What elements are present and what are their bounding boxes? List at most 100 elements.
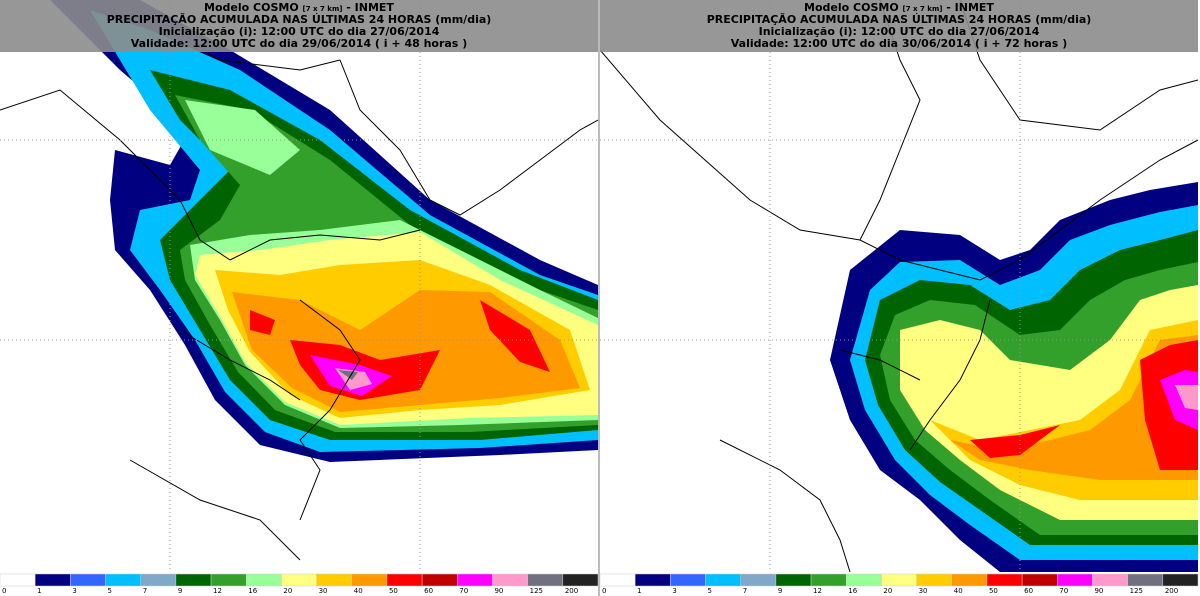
legend-swatch (492, 573, 528, 587)
legend-swatch (386, 573, 423, 587)
legend-label: 50 (389, 587, 398, 595)
legend-swatch (105, 573, 141, 587)
header-model: Modelo COSMO [7 x 7 km] - INMET (204, 1, 394, 14)
precipitation-area (1175, 385, 1198, 410)
legend-label: 12 (813, 587, 822, 595)
legend-label: 40 (354, 587, 363, 595)
legend-label: 16 (248, 587, 257, 595)
legend-label: 70 (1059, 587, 1068, 595)
legend-label: 40 (954, 587, 963, 595)
legend-label: 125 (530, 587, 543, 595)
legend-swatch (316, 573, 353, 587)
legend-swatch (775, 573, 812, 587)
legend-swatch (351, 573, 388, 587)
legend-label: 125 (1130, 587, 1143, 595)
resolution: [7 x 7 km] (903, 5, 943, 13)
border-line (0, 89, 231, 261)
legend-swatch (421, 573, 458, 587)
legend-label: 70 (459, 587, 468, 595)
legend-label: 200 (1165, 587, 1178, 595)
legend-label: 1 (637, 587, 641, 595)
legend-label: 9 (778, 587, 782, 595)
precipitation-area (970, 425, 1060, 458)
legend-swatch (1057, 573, 1093, 587)
legend-swatch (562, 573, 599, 587)
border-line (339, 59, 598, 216)
legend-label: 50 (989, 587, 998, 595)
legend-label: 200 (565, 587, 578, 595)
legend-label: 20 (283, 587, 292, 595)
source: - INMET (346, 1, 394, 14)
legend-label: 30 (919, 587, 928, 595)
panel-divider (598, 0, 600, 596)
legend-label: 16 (848, 587, 857, 595)
resolution: [7 x 7 km] (303, 5, 343, 13)
legend-label: 7 (143, 587, 147, 595)
border-line (229, 229, 421, 261)
legend-label: 0 (602, 587, 606, 595)
legend-label: 90 (494, 587, 503, 595)
legend-label: 12 (213, 587, 222, 595)
header-initialization: Inicialização (i): 12:00 UTC do dia 27/0… (159, 25, 440, 38)
border-line (909, 299, 991, 451)
border-line (600, 49, 901, 261)
header-band (600, 0, 1198, 52)
border-line (129, 459, 301, 561)
legend-swatch (175, 573, 212, 587)
legend-label: 7 (743, 587, 747, 595)
legend-swatch (457, 573, 493, 587)
legend-swatch (281, 573, 317, 587)
map-panel: Modelo COSMO [7 x 7 km] - INMETPRECIPITA… (0, 0, 599, 595)
legend-swatch (634, 573, 671, 587)
model-name: Modelo COSMO (204, 1, 299, 14)
legend-swatch (70, 573, 106, 587)
legend-swatch (599, 573, 636, 587)
header-validity: Validade: 12:00 UTC do dia 30/06/2014 ( … (731, 37, 1067, 50)
header-initialization: Inicialização (i): 12:00 UTC do dia 27/0… (759, 25, 1040, 38)
map-panel: Modelo COSMO [7 x 7 km] - INMETPRECIPITA… (599, 0, 1199, 595)
precipitation-area (480, 300, 550, 372)
legend-label: 5 (708, 587, 712, 595)
source: - INMET (946, 1, 994, 14)
legend-label: 60 (1024, 587, 1033, 595)
border-line (179, 329, 301, 401)
border-line (299, 299, 361, 521)
legend-label: 30 (319, 587, 328, 595)
legend-swatch (1127, 573, 1164, 587)
legend-swatch (1021, 573, 1058, 587)
legend-label: 0 (2, 587, 6, 595)
legend-swatch (1092, 573, 1128, 587)
header-validity: Validade: 12:00 UTC do dia 29/06/2014 ( … (131, 37, 467, 50)
header-title: PRECIPITAÇÃO ACUMULADA NAS ÚLTIMAS 24 HO… (707, 13, 1092, 26)
border-line (899, 139, 1198, 281)
legend-label: 90 (1094, 587, 1103, 595)
legend-swatch (951, 573, 988, 587)
legend-swatch (740, 573, 777, 587)
border-line (719, 439, 851, 572)
legend-label: 9 (178, 587, 182, 595)
precipitation-area (250, 310, 275, 335)
legend-label: 5 (108, 587, 112, 595)
precipitation-area (950, 335, 1198, 480)
header-model: Modelo COSMO [7 x 7 km] - INMET (804, 1, 994, 14)
legend-swatch (34, 573, 71, 587)
legend-swatch (245, 573, 282, 587)
legend-swatch (810, 573, 847, 587)
legend-swatch (210, 573, 247, 587)
legend-swatch (845, 573, 882, 587)
map (0, 0, 598, 572)
model-name: Modelo COSMO (804, 1, 899, 14)
legend-swatch (916, 573, 953, 587)
legend-label: 60 (424, 587, 433, 595)
legend-swatch (0, 573, 36, 587)
legend-swatch (670, 573, 706, 587)
legend-swatch (881, 573, 917, 587)
map (600, 0, 1198, 572)
legend-label: 20 (883, 587, 892, 595)
precipitation-area (185, 100, 300, 175)
header-title: PRECIPITAÇÃO ACUMULADA NAS ÚLTIMAS 24 HO… (107, 13, 492, 26)
border-line (839, 349, 921, 381)
legend-label: 1 (37, 587, 41, 595)
legend-label: 3 (72, 587, 76, 595)
